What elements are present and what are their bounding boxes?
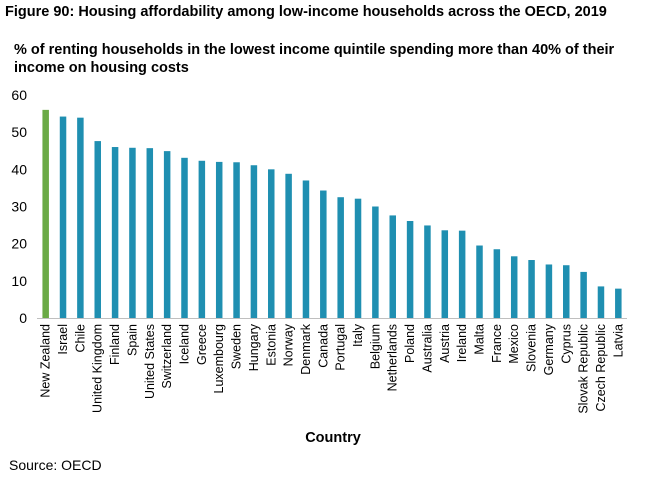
bar: [268, 169, 275, 318]
x-tick-label: Sweden: [230, 324, 244, 369]
x-tick-label: Cyprus: [559, 324, 573, 364]
x-tick-label: Czech Republic: [594, 324, 608, 412]
x-tick-label: Mexico: [507, 324, 521, 364]
x-tick-label: Spain: [125, 324, 139, 356]
bar: [42, 109, 49, 319]
y-tick-label: 50: [11, 124, 27, 140]
bar: [476, 245, 483, 318]
bar: [77, 117, 84, 318]
bar: [493, 249, 501, 318]
x-tick-label: Malta: [473, 324, 487, 355]
bar: [285, 173, 292, 318]
x-tick-label: Netherlands: [386, 324, 400, 391]
y-tick-label: 20: [11, 236, 27, 252]
bar: [389, 215, 396, 318]
bar: [424, 225, 431, 318]
x-tick-label: Denmark: [299, 323, 313, 374]
x-axis: New Zealand Israel Chile United Kingdom Finl…: [37, 318, 627, 414]
y-tick-label: 30: [11, 199, 27, 215]
bar: [406, 221, 414, 318]
x-tick-label: Norway: [282, 323, 296, 366]
x-tick-label: Canada: [316, 324, 330, 368]
y-axis: 0 10 20 30 40 50 60: [11, 87, 27, 326]
chart-subtitle: % of renting households in the lowest in…: [14, 42, 615, 76]
bar-series: [42, 109, 622, 319]
y-tick-label: 10: [11, 273, 27, 289]
bar: [354, 198, 362, 318]
x-axis-title: Country: [305, 430, 361, 446]
x-tick-label: Slovenia: [525, 324, 539, 372]
x-tick-label: Chile: [73, 324, 87, 353]
x-tick-label: Iceland: [178, 324, 192, 364]
bar: [528, 260, 535, 318]
x-tick-label: United Kingdom: [91, 324, 105, 413]
x-tick-label: Italy: [351, 323, 365, 347]
bar: [233, 162, 240, 318]
x-tick-label: France: [490, 324, 504, 363]
x-tick-label: Switzerland: [160, 324, 174, 389]
x-tick-label: Latvia: [611, 324, 625, 357]
bar: [59, 116, 67, 318]
bar: [215, 161, 223, 318]
y-tick-label: 60: [11, 87, 27, 103]
bar: [563, 265, 570, 318]
bar: [458, 230, 466, 318]
bar: [545, 264, 553, 318]
figure-title: Figure 90: Housing affordability among l…: [5, 4, 607, 20]
bar: [615, 288, 622, 318]
x-tick-label: Portugal: [334, 324, 348, 371]
bar: [510, 256, 518, 318]
x-tick-label: Ireland: [455, 324, 469, 362]
y-tick-label: 0: [19, 310, 27, 326]
x-tick-label: United States: [143, 324, 157, 399]
x-tick-label: New Zealand: [39, 324, 53, 398]
x-tick-label: Australia: [420, 324, 434, 373]
bar: [302, 180, 310, 318]
bar: [163, 151, 171, 318]
bar: [441, 230, 449, 318]
bar: [129, 147, 136, 318]
bar: [94, 141, 101, 318]
x-tick-label: Austria: [438, 324, 452, 363]
x-tick-label: Luxembourg: [212, 324, 226, 394]
bar: [111, 147, 119, 318]
x-tick-label: Finland: [108, 324, 122, 365]
x-tick-label: Germany: [542, 323, 556, 375]
x-tick-label: Hungary: [247, 323, 261, 371]
bar: [580, 271, 587, 318]
bar: [337, 197, 344, 318]
y-tick-label: 40: [11, 161, 27, 177]
x-tick-label: Israel: [56, 324, 70, 355]
x-tick-label: Belgium: [368, 324, 382, 369]
x-tick-label: Slovak Republic: [577, 324, 591, 414]
source-note: Source: OECD: [9, 457, 102, 473]
bar: [320, 190, 327, 318]
x-tick-label: Greece: [195, 324, 209, 365]
bar: [146, 148, 154, 318]
x-tick-label: Estonia: [264, 324, 278, 366]
bar: [250, 165, 258, 318]
bar: [597, 286, 605, 318]
x-tick-label: Poland: [403, 324, 417, 363]
bar: [372, 206, 379, 318]
bar: [181, 157, 188, 318]
bar: [198, 160, 206, 318]
